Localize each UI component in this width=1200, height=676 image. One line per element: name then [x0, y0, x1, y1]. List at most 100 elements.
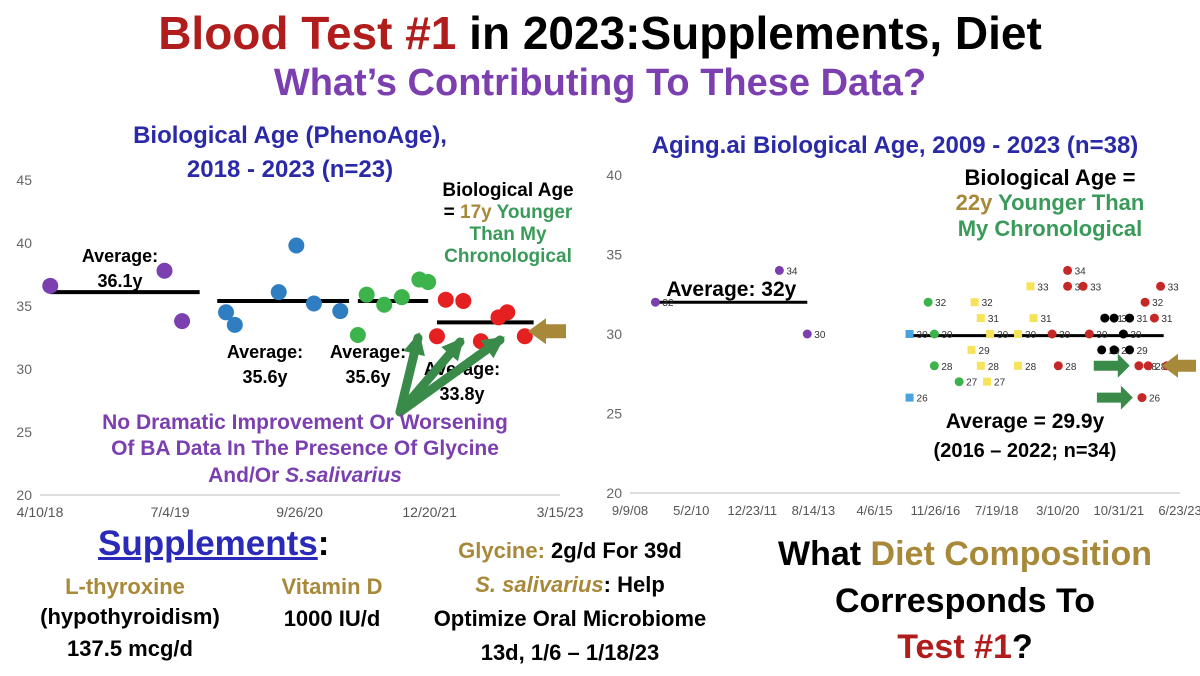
chart2-data-point — [923, 297, 933, 307]
chart1-data-point — [218, 304, 235, 321]
chart2-data-point — [650, 297, 660, 307]
chart2-data-point — [1029, 314, 1038, 323]
chart2-data-point — [1134, 361, 1144, 371]
chart2-point-label: 30 — [1025, 330, 1037, 341]
chart2-point-label: 30 — [917, 330, 929, 341]
chart1-ytick-label: 20 — [16, 487, 32, 503]
chart1-note-line3: And/Or S.salivarius — [208, 463, 402, 487]
chart2-data-point — [1026, 282, 1035, 291]
chart2-data-point — [1109, 345, 1119, 355]
chart2-data-point — [1143, 361, 1153, 371]
chart1-green-arrowhead — [441, 337, 464, 362]
chart1-data-point — [516, 328, 533, 345]
chart2-data-point — [1014, 330, 1023, 338]
page-title: Blood Test #1 in 2023:Supplements, Diet — [0, 6, 1200, 60]
chart1-data-point — [420, 274, 437, 291]
chart1-ytick-label: 40 — [16, 235, 32, 251]
lthyroxine-label: L-thyroxine — [65, 574, 185, 599]
chart1-average-label: Average: — [82, 246, 158, 266]
chart2-ytick-label: 35 — [606, 247, 622, 263]
chart1-note-line1: No Dramatic Improvement Or Worsening — [102, 411, 508, 434]
vitamin-d-label: Vitamin D — [281, 574, 383, 599]
chart1-average-value: 33.8y — [439, 384, 484, 404]
chart1-note-line2: Of BA Data In The Presence Of Glycine — [111, 437, 499, 461]
chart2-point-label: 32 — [935, 298, 947, 309]
chart2-point-label: 30 — [1059, 330, 1071, 341]
chart2-point-label: 26 — [917, 394, 929, 405]
chart2-point-label: 30 — [1130, 330, 1142, 341]
chart1-ytick-label: 35 — [16, 298, 32, 314]
chart2-point-label: 30 — [941, 330, 953, 341]
chart2-data-point — [929, 329, 939, 339]
chart2-point-label: 27 — [966, 378, 978, 389]
chart2-data-point — [1014, 361, 1023, 370]
chart1-data-point — [376, 296, 393, 313]
diet-line2: Corresponds To — [834, 582, 1096, 620]
chart2-xtick-label: 3/10/20 — [1036, 503, 1079, 518]
chart2-data-point — [1156, 281, 1166, 291]
chart1-xtick-label: 7/4/19 — [151, 504, 190, 520]
chart1-data-point — [437, 291, 454, 308]
chart1-data-point — [332, 303, 349, 320]
chart2-data-point — [1063, 265, 1073, 275]
ssal-line: S. salivarius: Help — [475, 572, 665, 597]
chart1-title-line1: Biological Age (PhenoAge), — [133, 122, 447, 149]
chart2-xtick-label: 8/14/13 — [792, 503, 835, 518]
chart2-point-label: 32 — [1152, 298, 1164, 309]
vitamin-d-dose: 1000 IU/d — [283, 606, 381, 631]
chart2-point-label: 31 — [988, 314, 1000, 325]
chart2-point-label: 30 — [1096, 330, 1108, 341]
chart1-gold-arrow — [528, 318, 566, 345]
chart2-point-label: 28 — [1025, 362, 1037, 373]
chart1-annotation-line3: Than My — [469, 223, 547, 245]
chart1-average-value: 35.6y — [345, 367, 390, 387]
chart2-green-arrow — [1096, 385, 1133, 410]
chart1-xtick-label: 9/26/20 — [276, 504, 323, 520]
chart2-data-point — [1109, 313, 1119, 323]
chart2-point-label: 30 — [997, 330, 1009, 341]
title-red: Blood Test #1 — [158, 7, 457, 59]
chart2-annotation-line2: 22y Younger Than — [955, 190, 1145, 216]
chart2-point-label: 26 — [1149, 394, 1161, 405]
chart2-data-point — [1100, 313, 1110, 323]
diet-line3: Test #1? — [897, 628, 1033, 666]
ssal-line3: 13d, 1/6 – 1/18/23 — [480, 640, 660, 665]
chart2-data-point — [986, 330, 995, 338]
chart2-data-point — [1053, 361, 1063, 371]
chart2-point-label: 28 — [1065, 362, 1077, 373]
chart1-note: No Dramatic Improvement Or Worsening Of … — [40, 410, 570, 489]
agingai-chart: 20 25 30 35 40 9/9/08 5/2/10 12/23/11 8/14/13 4/6… — [606, 167, 1200, 518]
chart2-gold-arrow — [1162, 353, 1196, 378]
chart2-ytick-label: 30 — [606, 326, 622, 342]
glycine-line: Glycine: 2g/d For 39d — [458, 538, 682, 563]
chart2-point-label: 33 — [1037, 282, 1049, 293]
chart2-xtick-label: 6/23/23 — [1158, 503, 1200, 518]
chart1-data-point — [156, 262, 173, 279]
chart2-point-label: 27 — [994, 378, 1006, 389]
hypothyroidism-label: (hypothyroidism) — [40, 604, 220, 629]
chart2-annotation-line1: Biological Age = — [964, 165, 1136, 190]
chart2-ytick-label: 25 — [606, 406, 622, 422]
chart1-ytick-label: 30 — [16, 361, 32, 377]
chart2-green-arrow — [1093, 353, 1130, 378]
chart1-title-line2: 2018 - 2023 (n=23) — [186, 156, 394, 183]
chart1-average-value: 35.6y — [242, 367, 287, 387]
chart1-annotation: Biological Age = 17y Younger Than My Chr… — [428, 180, 588, 267]
chart1-annotation-line4: Chronological — [444, 245, 572, 267]
chart2-point-label: 28 — [1155, 362, 1167, 373]
chart2-data-point — [905, 393, 914, 402]
chart2-data-point — [976, 361, 985, 370]
chart2-xtick-label: 10/31/21 — [1094, 503, 1145, 518]
chart2-point-label: 32 — [982, 298, 994, 309]
chart1-data-point — [499, 304, 516, 321]
chart2-point-label: 29 — [1137, 346, 1149, 357]
lthyroxine-dose: 137.5 mcg/d — [67, 636, 193, 661]
chart2-ytick-label: 20 — [606, 485, 622, 501]
phenoage-chart: 20 25 30 35 40 45 4/10/18 7/4/19 9/26/20 12/20/21… — [16, 172, 583, 520]
chart1-average-label: Average: — [330, 342, 406, 362]
chart2-point-label: 34 — [786, 266, 798, 277]
chart2-data-point — [1084, 329, 1094, 339]
chart2-point-label: 33 — [1090, 282, 1102, 293]
chart1-data-point — [270, 284, 287, 301]
chart2-point-label: 31 — [1137, 314, 1149, 325]
